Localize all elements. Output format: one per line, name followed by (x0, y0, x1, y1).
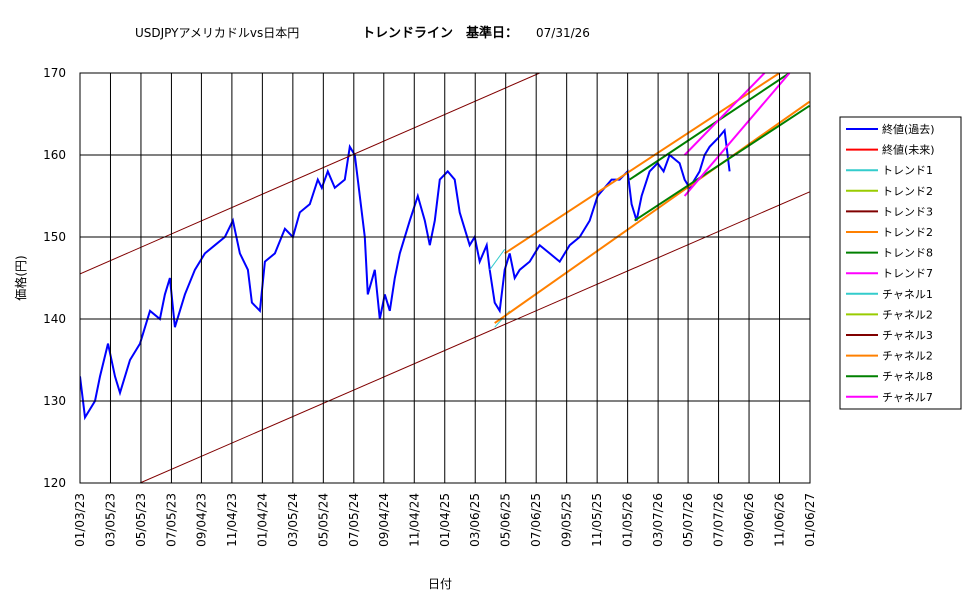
x-tick-label: 07/05/23 (164, 493, 178, 547)
x-tick-label: 11/04/23 (225, 493, 239, 547)
x-tick-label: 01/04/24 (255, 493, 269, 547)
x-tick-label: 01/03/23 (73, 493, 87, 547)
series-line (489, 249, 506, 271)
legend-label: トレンド3 (882, 205, 933, 218)
x-tick-label: 07/05/24 (347, 493, 361, 547)
x-tick-label: 05/05/24 (316, 493, 330, 547)
x-tick-label: 11/04/24 (407, 493, 421, 547)
legend-label: チャネル1 (882, 288, 933, 301)
y-tick-label: 140 (43, 312, 66, 326)
base-date: 07/31/26 (536, 26, 590, 40)
series-line (629, 73, 791, 181)
legend-label: 終値(過去) (882, 122, 935, 136)
x-tick-label: 11/05/25 (590, 493, 604, 547)
legend-label: チャネル2 (882, 350, 933, 363)
legend-label: トレンド1 (882, 164, 933, 177)
legend-label: トレンド2 (882, 185, 933, 198)
x-tick-label: 05/07/26 (681, 493, 695, 547)
series-line (80, 73, 540, 275)
x-tick-label: 01/06/27 (803, 493, 817, 547)
legend (839, 116, 962, 410)
legend-label: チャネル2 (882, 308, 933, 321)
x-tick-label: 03/05/23 (103, 493, 117, 547)
x-tick-label: 03/06/25 (468, 493, 482, 547)
y-tick-label: 160 (43, 148, 66, 162)
x-tick-label: 05/05/23 (134, 493, 148, 547)
x-tick-label: 09/04/24 (377, 493, 391, 547)
x-tick-label: 03/05/24 (286, 493, 300, 547)
y-tick-label: 150 (43, 230, 66, 244)
series-line (504, 73, 781, 255)
x-tick-label: 09/04/23 (194, 493, 208, 547)
x-axis-label: 日付 (428, 577, 452, 591)
x-tick-label: 03/07/26 (651, 493, 665, 547)
x-tick-label: 01/04/25 (438, 493, 452, 547)
y-tick-label: 120 (43, 476, 66, 490)
legend-label: トレンド2 (882, 226, 933, 239)
series-line (634, 104, 810, 222)
legend-label: トレンド8 (882, 247, 933, 260)
legend-label: チャネル3 (882, 329, 933, 342)
legend-label: 終値(未来) (882, 143, 935, 157)
x-tick-label: 07/06/25 (529, 493, 543, 547)
x-tick-label: 01/05/26 (621, 493, 635, 547)
y-tick-label: 130 (43, 394, 66, 408)
legend-label: チャネル7 (882, 391, 933, 404)
series-line (80, 128, 731, 421)
series-line (683, 73, 791, 197)
x-tick-label: 11/06/26 (773, 493, 787, 547)
chart-title: USDJPYアメリカドルvs日本円 (135, 26, 299, 40)
x-tick-label: 07/07/26 (712, 493, 726, 547)
x-tick-label: 09/05/25 (560, 493, 574, 547)
series-line (683, 73, 766, 156)
x-tick-label: 09/06/26 (742, 493, 756, 547)
x-tick-label: 05/06/25 (499, 493, 513, 547)
y-tick-label: 170 (43, 66, 66, 80)
y-axis-label: 価格(円) (13, 255, 28, 300)
chart-subtitle: トレンドライン 基準日： (362, 25, 518, 41)
legend-label: チャネル8 (882, 370, 933, 383)
series-line (494, 100, 810, 324)
legend-label: トレンド7 (882, 267, 933, 280)
plot-area (80, 73, 810, 483)
